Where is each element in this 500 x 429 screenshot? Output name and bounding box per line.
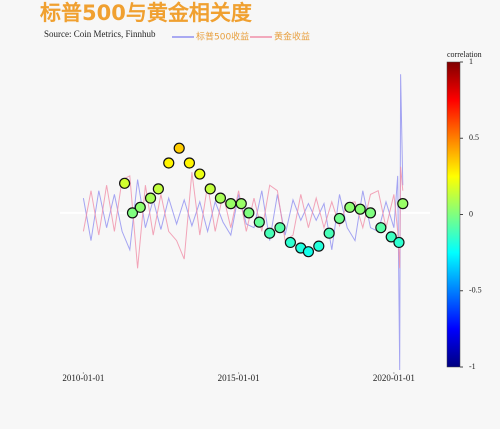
x-tick-label: 2020-01-01	[373, 373, 415, 383]
correlation-point	[302, 246, 315, 258]
x-tick-label: 2010-01-01	[62, 373, 104, 383]
correlation-point	[375, 222, 387, 234]
legend-label: 黄金收益	[274, 31, 310, 43]
return-line	[82, 166, 404, 269]
colorbar-title: correlation	[447, 50, 482, 59]
correlation-point	[194, 168, 206, 180]
subtitle: Source: Coin Metrics, Finnhub	[44, 29, 156, 39]
correlation-point	[225, 198, 237, 210]
correlation-point	[364, 207, 377, 219]
colorbar	[446, 61, 461, 368]
correlation-point	[323, 227, 335, 239]
correlation-point	[204, 183, 216, 195]
correlation-point	[274, 222, 286, 234]
chart-title: 标普500与黄金相关度	[40, 1, 252, 25]
correlation-point	[119, 177, 131, 189]
correlation-point	[284, 236, 296, 249]
correlation-point	[397, 198, 409, 210]
correlation-point	[173, 142, 185, 154]
colorbar-tick-label: -0.5	[469, 286, 482, 295]
correlation-point	[152, 183, 164, 195]
correlation-point	[126, 207, 139, 219]
correlation-point	[264, 227, 276, 239]
correlation-point	[144, 192, 157, 204]
colorbar-tick-label: 0	[469, 209, 473, 218]
correlation-point	[313, 240, 325, 252]
legend-label: 标普500收益	[196, 31, 249, 43]
correlation-point	[163, 157, 175, 169]
correlation-point	[134, 201, 146, 213]
correlation-point	[243, 207, 255, 219]
correlation-point	[183, 157, 195, 169]
colorbar-tick-label: 1	[469, 57, 473, 66]
correlation-point	[253, 216, 265, 228]
x-tick-label: 2015-01-01	[218, 373, 260, 383]
correlation-point	[354, 203, 366, 215]
correlation-point	[214, 192, 227, 204]
correlation-point	[393, 236, 405, 249]
correlation-point	[333, 212, 346, 225]
correlation-point	[385, 231, 397, 243]
colorbar-tick-label: -1	[469, 362, 476, 371]
colorbar-tick-label: 0.5	[469, 133, 479, 142]
correlation-point	[235, 198, 247, 210]
correlation-point	[344, 201, 356, 213]
